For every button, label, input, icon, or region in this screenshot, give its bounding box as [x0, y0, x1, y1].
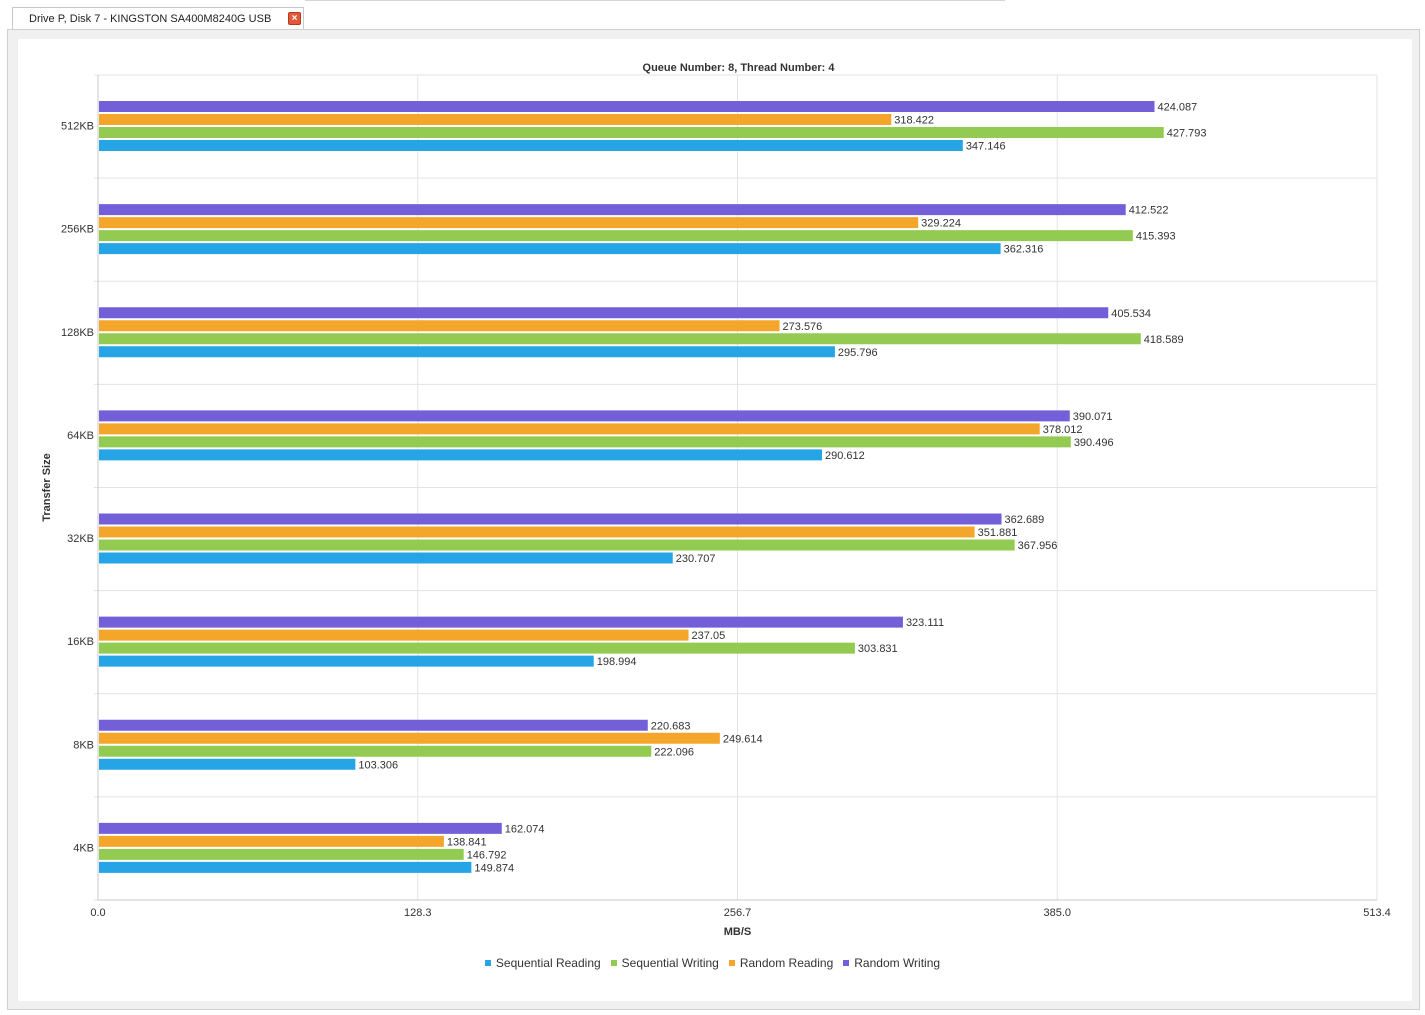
- bar-value-label: 412.522: [1129, 205, 1169, 217]
- bar: [99, 513, 1002, 525]
- bar: [99, 861, 472, 873]
- y-tick-label: 16KB: [67, 636, 94, 648]
- bar: [99, 140, 963, 151]
- bar-value-label: 162.074: [505, 823, 545, 835]
- bar-value-label: 249.614: [723, 733, 763, 745]
- y-tick-label: 128KB: [61, 327, 94, 339]
- bar-value-label: 222.096: [654, 746, 694, 758]
- legend-label: Sequential Reading: [495, 956, 601, 970]
- legend-item[interactable]: Sequential Writing: [610, 956, 719, 970]
- bar: [99, 114, 892, 125]
- bar: [99, 758, 356, 770]
- bar-value-label: 347.146: [966, 141, 1006, 153]
- bar-value-label: 415.393: [1136, 231, 1176, 243]
- x-tick-label: 128.3: [404, 907, 432, 919]
- y-tick-label: 32KB: [67, 533, 94, 545]
- bar-value-label: 390.496: [1074, 437, 1114, 449]
- bar-value-label: 351.881: [978, 527, 1018, 539]
- x-tick-label: 385.0: [1043, 907, 1071, 919]
- bar-value-label: 146.792: [467, 849, 507, 861]
- bar: [99, 217, 919, 229]
- bar: [99, 449, 822, 461]
- y-tick-label: 8KB: [73, 739, 94, 751]
- bar-value-label: 237.05: [692, 630, 726, 642]
- legend-swatch: [484, 960, 491, 966]
- bar-value-label: 303.831: [858, 643, 898, 655]
- y-tick-label: 64KB: [67, 430, 94, 442]
- bar: [99, 204, 1126, 216]
- bar: [99, 243, 1001, 255]
- legend-label: Random Writing: [854, 956, 941, 970]
- bar-value-label: 290.612: [825, 450, 865, 462]
- legend-swatch: [610, 960, 617, 966]
- bar: [99, 835, 444, 847]
- y-tick-label: 512KB: [61, 121, 94, 133]
- bar: [99, 346, 835, 358]
- bar-value-label: 329.224: [921, 218, 961, 230]
- legend-item[interactable]: Random Reading: [728, 956, 834, 970]
- bar-value-label: 149.874: [474, 862, 514, 874]
- legend-item[interactable]: Sequential Reading: [484, 956, 601, 970]
- bar-value-label: 318.422: [894, 115, 934, 127]
- bar-value-label: 230.707: [676, 553, 716, 565]
- bar: [99, 410, 1070, 422]
- tab-strip: Drive P, Disk 7 - KINGSTON SA400M8240G U…: [0, 0, 1425, 30]
- bar-value-label: 418.589: [1144, 334, 1184, 346]
- bar: [99, 616, 903, 628]
- bar: [99, 552, 673, 564]
- bar: [99, 539, 1015, 551]
- bar: [99, 436, 1071, 448]
- bar: [99, 732, 720, 744]
- bar: [99, 230, 1133, 242]
- bar-value-label: 198.994: [597, 656, 637, 668]
- bar-value-label: 103.306: [358, 759, 398, 771]
- tab-strip-divider: [305, 0, 1005, 1]
- bar-value-label: 424.087: [1158, 102, 1198, 114]
- close-icon[interactable]: ×: [288, 12, 301, 25]
- bar: [99, 629, 689, 641]
- bar: [99, 127, 1164, 138]
- bar-value-label: 138.841: [447, 836, 487, 848]
- bar-value-label: 390.071: [1073, 411, 1113, 423]
- y-axis-title: Transfer Size: [41, 453, 53, 521]
- bar-value-label: 220.683: [651, 720, 691, 732]
- legend-swatch: [728, 960, 735, 966]
- bar: [99, 320, 780, 332]
- bar: [99, 526, 975, 538]
- bar-value-label: 323.111: [906, 617, 944, 629]
- bar-value-label: 362.689: [1005, 514, 1045, 526]
- bar: [99, 655, 594, 667]
- bar-value-label: 273.576: [783, 321, 823, 333]
- legend-swatch: [843, 960, 850, 966]
- bar-value-label: 405.534: [1111, 308, 1151, 320]
- bar: [99, 423, 1040, 435]
- bar: [99, 642, 855, 654]
- bar: [99, 101, 1155, 112]
- x-axis-title: MB/S: [724, 926, 752, 938]
- chart-legend: Sequential Reading Sequential Writing Rand…: [0, 955, 1425, 971]
- bar-value-label: 295.796: [838, 347, 878, 359]
- bar: [99, 307, 1109, 319]
- bar-value-label: 367.956: [1018, 540, 1058, 552]
- bar-value-label: 378.012: [1043, 424, 1083, 436]
- tab-drive-p[interactable]: Drive P, Disk 7 - KINGSTON SA400M8240G U…: [12, 7, 304, 30]
- legend-label: Sequential Writing: [621, 956, 719, 970]
- bar: [99, 719, 648, 731]
- legend-label: Random Reading: [739, 956, 834, 970]
- bar: [99, 333, 1141, 345]
- bar: [99, 745, 652, 757]
- bar-value-label: 427.793: [1167, 128, 1207, 140]
- x-tick-label: 0.0: [90, 907, 105, 919]
- bar: [99, 848, 464, 860]
- y-tick-label: 4KB: [73, 842, 94, 854]
- x-tick-label: 513.4: [1363, 907, 1391, 919]
- chart-title: Queue Number: 8, Thread Number: 4: [643, 62, 836, 74]
- tab-label: Drive P, Disk 7 - KINGSTON SA400M8240G U…: [29, 13, 272, 25]
- x-tick-label: 256.7: [724, 907, 752, 919]
- bar-value-label: 362.316: [1004, 244, 1044, 256]
- legend-item[interactable]: Random Writing: [843, 956, 940, 970]
- y-tick-label: 256KB: [61, 224, 94, 236]
- bar: [99, 822, 502, 834]
